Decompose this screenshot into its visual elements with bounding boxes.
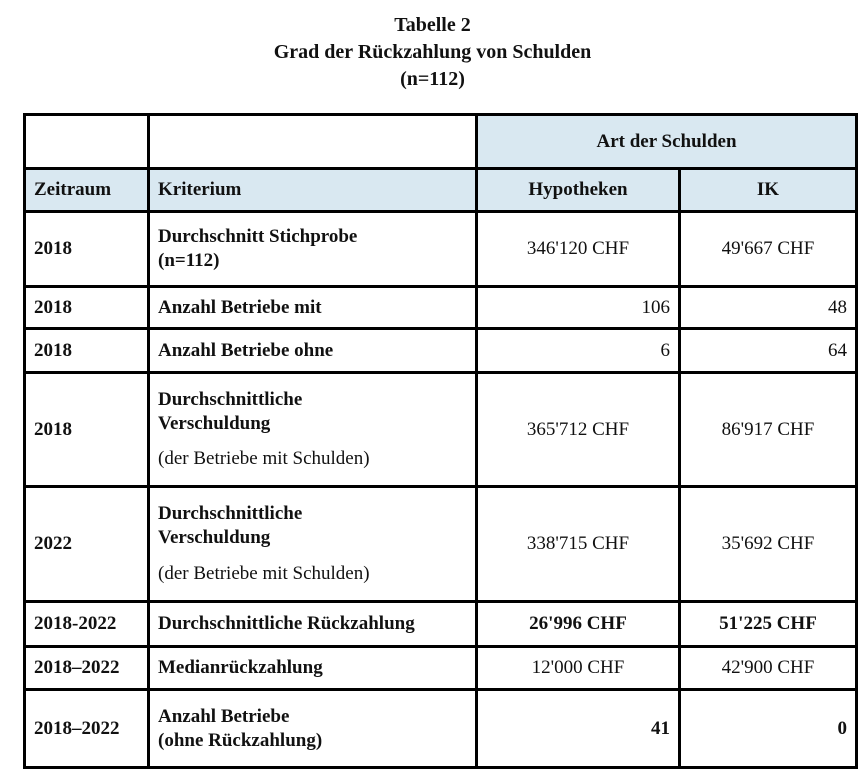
cell-kriterium: Anzahl Betriebe ohne <box>147 327 478 374</box>
col-header-ik: IK <box>678 167 858 213</box>
cell-ik: 86'917 CHF <box>678 371 858 488</box>
cell-hypotheken: 26'996 CHF <box>475 600 681 648</box>
cell-zeitraum: 2018–2022 <box>23 688 150 769</box>
cell-hypotheken: 365'712 CHF <box>475 371 681 488</box>
kriterium-main: Anzahl Betriebe mit <box>158 296 322 318</box>
kriterium-sub: (der Betriebe mit Schulden) <box>158 448 370 470</box>
cell-hypotheken: 41 <box>475 688 681 769</box>
cell-hypotheken: 346'120 CHF <box>475 210 681 288</box>
table-row: 2018 Durchschnittliche Verschuldung (der… <box>23 371 858 488</box>
cell-zeitraum: 2018 <box>23 210 150 288</box>
cell-ik: 42'900 CHF <box>678 645 858 691</box>
table-title: Tabelle 2 Grad der Rückzahlung von Schul… <box>0 12 865 93</box>
table-title-line3: (n=112) <box>400 68 465 90</box>
cell-ik: 0 <box>678 688 858 769</box>
cell-hypotheken: 6 <box>475 327 681 374</box>
table-title-line2: Grad der Rückzahlung von Schulden <box>273 41 592 63</box>
cell-hypotheken: 106 <box>475 285 681 330</box>
col-group-header-art-der-schulden: Art der Schulden <box>475 113 858 170</box>
table-row: 2018–2022 Medianrückzahlung 12'000 CHF 4… <box>23 645 858 691</box>
table-row: 2018 Anzahl Betriebe ohne 6 64 <box>23 327 858 374</box>
cell-zeitraum: 2018 <box>23 327 150 374</box>
table-row: 2022 Durchschnittliche Verschuldung (der… <box>23 485 858 603</box>
cell-kriterium: Durchschnitt Stichprobe (n=112) <box>147 210 478 288</box>
kriterium-main: Anzahl Betriebe ohne <box>158 339 334 361</box>
empty-ghost-cell <box>147 113 478 170</box>
col-header-hypotheken: Hypotheken <box>475 167 681 213</box>
cell-hypotheken: 12'000 CHF <box>475 645 681 691</box>
cell-kriterium: Durchschnittliche Rückzahlung <box>147 600 478 648</box>
kriterium-main: Durchschnitt Stichprobe (n=112) <box>158 226 358 271</box>
cell-kriterium: Anzahl Betriebe (ohne Rückzahlung) <box>147 688 478 769</box>
cell-zeitraum: 2018 <box>23 371 150 488</box>
kriterium-main: Durchschnittliche Verschuldung <box>158 503 303 549</box>
cell-zeitraum: 2022 <box>23 485 150 603</box>
kriterium-main: Durchschnittliche Rückzahlung <box>158 613 415 635</box>
table-title-line1: Tabelle 2 <box>394 14 471 36</box>
cell-ik: 51'225 CHF <box>678 600 858 648</box>
table-row: 2018-2022 Durchschnittliche Rückzahlung … <box>23 600 858 648</box>
table-row: 2018 Anzahl Betriebe mit 106 48 <box>23 285 858 330</box>
cell-kriterium: Durchschnittliche Verschuldung (der Betr… <box>147 371 478 488</box>
empty-ghost-cell <box>23 113 150 170</box>
cell-hypotheken: 338'715 CHF <box>475 485 681 603</box>
cell-zeitraum: 2018 <box>23 285 150 330</box>
cell-ik: 49'667 CHF <box>678 210 858 288</box>
cell-zeitraum: 2018-2022 <box>23 600 150 648</box>
cell-kriterium: Durchschnittliche Verschuldung (der Betr… <box>147 485 478 603</box>
cell-ik: 48 <box>678 285 858 330</box>
cell-ik: 35'692 CHF <box>678 485 858 603</box>
cell-ik: 64 <box>678 327 858 374</box>
kriterium-main: Durchschnittliche Verschuldung <box>158 388 303 434</box>
cell-zeitraum: 2018–2022 <box>23 645 150 691</box>
col-header-kriterium: Kriterium <box>147 167 478 213</box>
table-row: 2018 Durchschnitt Stichprobe (n=112) 346… <box>23 210 858 288</box>
table-row-top-header: Art der Schulden <box>23 113 858 170</box>
kriterium-main: Anzahl Betriebe (ohne Rückzahlung) <box>158 705 323 751</box>
cell-kriterium: Anzahl Betriebe mit <box>147 285 478 330</box>
col-header-zeitraum: Zeitraum <box>23 167 150 213</box>
table-row: 2018–2022 Anzahl Betriebe (ohne Rückzahl… <box>23 688 858 769</box>
table-header-row: Zeitraum Kriterium Hypotheken IK <box>23 167 858 213</box>
kriterium-sub: (der Betriebe mit Schulden) <box>158 562 370 584</box>
kriterium-main: Medianrückzahlung <box>158 657 323 679</box>
cell-kriterium: Medianrückzahlung <box>147 645 478 691</box>
debt-repayment-table: Art der Schulden Zeitraum Kriterium Hypo… <box>23 113 858 769</box>
